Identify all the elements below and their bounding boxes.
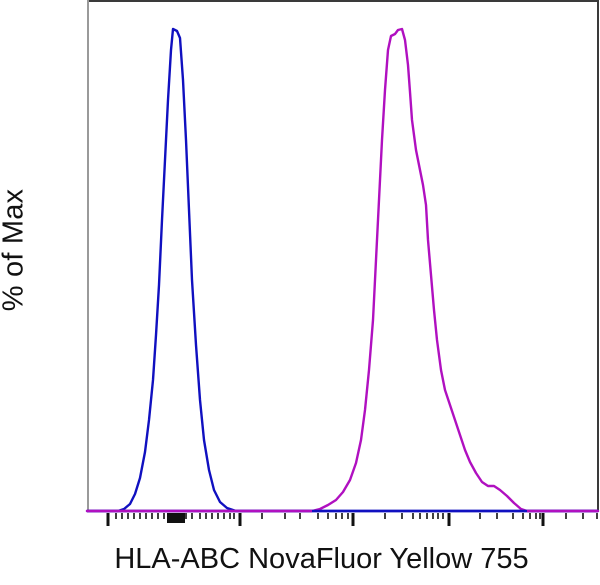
control-histogram-curve [85, 27, 600, 513]
plot-frame [87, 0, 599, 512]
y-axis-label-text: % of Max [0, 188, 30, 312]
x-axis-label: HLA-ABC NovaFluor Yellow 755 [114, 543, 529, 575]
x-axis-ticks [106, 513, 598, 526]
series-layer [85, 27, 600, 513]
y-axis-label: % of Max [0, 0, 30, 585]
stained-histogram-curve [85, 27, 600, 513]
